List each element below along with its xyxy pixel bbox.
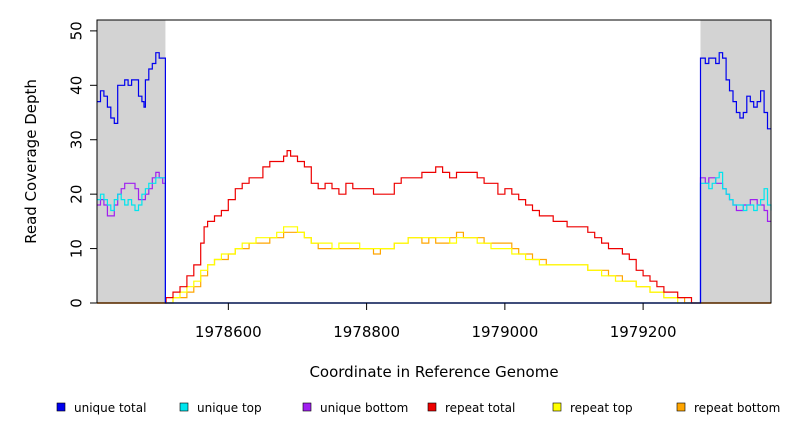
y-tick-label: 40: [68, 76, 86, 95]
legend-item-unique-bottom: unique bottom: [302, 401, 408, 415]
legend-label: repeat top: [570, 401, 633, 415]
legend: unique total unique top unique bottom repea…: [56, 401, 780, 415]
x-tick-label: 1978800: [333, 323, 400, 341]
y-tick-label: 0: [68, 298, 86, 308]
series-line-repeat-total: [97, 150, 771, 304]
y-tick-label: 30: [68, 130, 86, 149]
legend-item-unique-total: unique total: [56, 401, 146, 415]
x-tick-label: 1978600: [195, 323, 262, 341]
legend-item-repeat-total: repeat total: [427, 401, 515, 415]
legend-label: repeat total: [445, 401, 515, 415]
x-tick-label: 1979200: [610, 323, 677, 341]
legend-swatch: [427, 402, 437, 412]
axes: 1978600 1978800 1979000 1979200 0 10 20 30 40 50: [68, 20, 771, 341]
y-tick-label: 10: [68, 239, 86, 258]
legend-label: unique bottom: [320, 401, 408, 415]
legend-swatch: [552, 402, 562, 412]
legend-swatch: [56, 402, 66, 412]
x-axis-label: Coordinate in Reference Genome: [309, 363, 558, 381]
legend-item-repeat-top: repeat top: [552, 401, 633, 415]
shaded-regions: [97, 20, 771, 303]
series-line-repeat-top: [97, 226, 771, 304]
plot-frame: [96, 19, 772, 304]
legend-label: repeat bottom: [694, 401, 780, 415]
y-tick-label: 50: [68, 21, 86, 40]
x-tick-label: 1979000: [471, 323, 538, 341]
legend-swatch: [676, 402, 686, 412]
y-tick-label: 20: [68, 185, 86, 204]
legend-swatch: [179, 402, 189, 412]
series-lines: [97, 52, 772, 304]
legend-item-unique-top: unique top: [179, 401, 262, 415]
legend-swatch: [302, 402, 312, 412]
legend-label: unique top: [197, 401, 262, 415]
legend-label: unique total: [74, 401, 146, 415]
shaded-region-1: [97, 20, 166, 303]
legend-item-repeat-bottom: repeat bottom: [676, 401, 780, 415]
y-axis-label: Read Coverage Depth: [22, 79, 40, 244]
shaded-region-2: [700, 20, 771, 303]
